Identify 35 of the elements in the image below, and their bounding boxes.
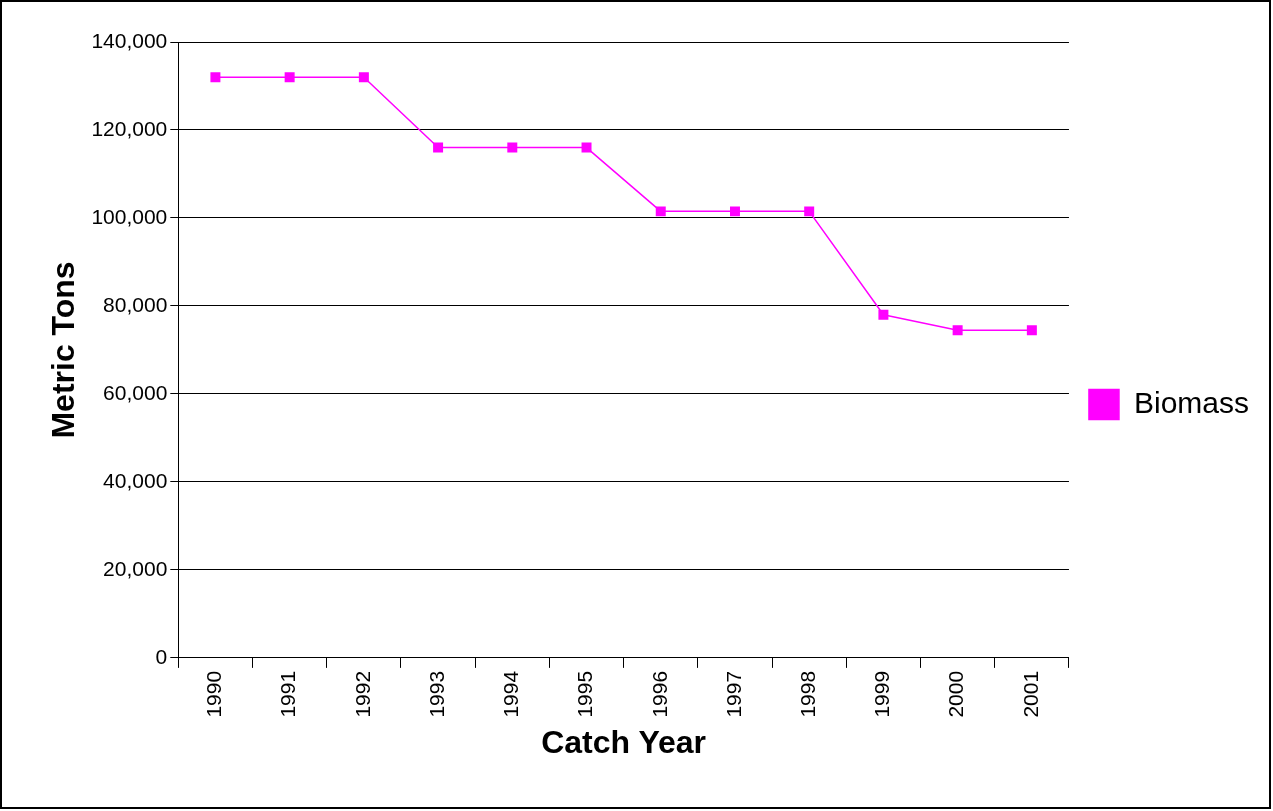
point xyxy=(210,72,221,83)
point xyxy=(581,142,592,153)
x-tick-label: 1999 xyxy=(870,670,894,718)
x-tick-label: 2000 xyxy=(944,670,968,718)
point xyxy=(952,325,963,336)
y-tick-label: 100,000 xyxy=(91,204,168,228)
y-tick-label: 80,000 xyxy=(103,292,168,316)
point xyxy=(433,142,444,153)
y-tick-label: 120,000 xyxy=(91,116,168,140)
x-tick-label: 1994 xyxy=(499,670,523,718)
point xyxy=(1026,325,1037,336)
x-tick-label: 1997 xyxy=(721,670,745,718)
x-tick-label: 2001 xyxy=(1018,670,1042,718)
x-tick-label: 1996 xyxy=(647,670,671,718)
x-axis-title: Catch Year xyxy=(541,723,707,760)
x-tick-label: 1991 xyxy=(276,670,300,718)
y-tick-label: 60,000 xyxy=(103,380,168,404)
y-tick-label: 40,000 xyxy=(103,468,168,492)
x-tick-label: 1998 xyxy=(795,670,819,718)
point xyxy=(655,206,666,217)
x-tick-label: 1992 xyxy=(350,670,374,718)
point xyxy=(507,142,518,153)
point xyxy=(729,206,740,217)
point xyxy=(804,206,815,217)
y-axis-title: Metric Tons xyxy=(45,261,82,439)
y-tick-label: 0 xyxy=(155,644,168,668)
x-tick-label: 1995 xyxy=(573,670,597,718)
point xyxy=(878,309,889,320)
y-tick-label: 20,000 xyxy=(103,556,168,580)
x-tick-label: 1993 xyxy=(424,670,448,718)
y-tick-label: 140,000 xyxy=(91,28,168,52)
point xyxy=(284,72,295,83)
x-tick-label: 1990 xyxy=(202,670,226,718)
point xyxy=(358,72,369,83)
legend-label: Biomass xyxy=(1133,385,1250,419)
